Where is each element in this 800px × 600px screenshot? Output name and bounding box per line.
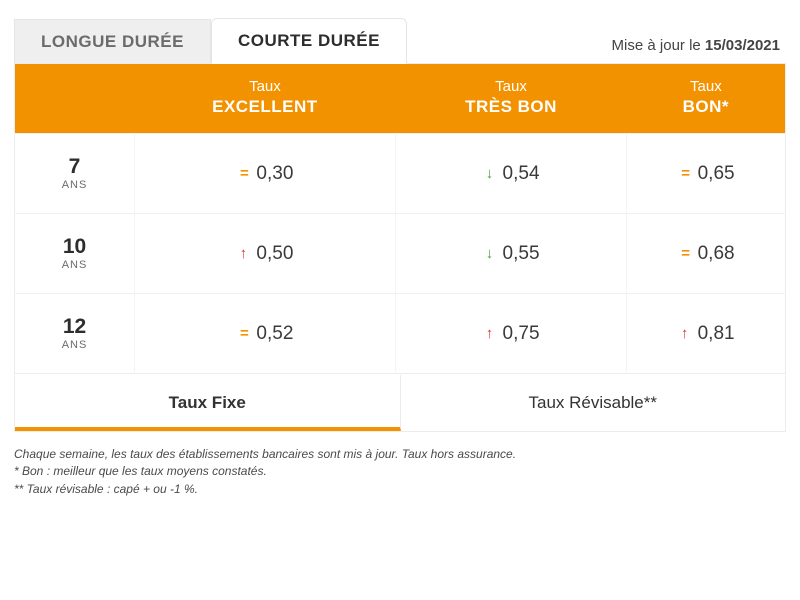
rate-value: 0,68 xyxy=(698,243,735,264)
table-header-row: Taux EXCELLENT Taux TRÈS BON Taux BON* xyxy=(15,64,786,134)
rate-value: 0,65 xyxy=(698,163,735,184)
rate-cell: = 0,68 xyxy=(627,214,786,294)
trend-up-icon: ↑ xyxy=(483,325,497,342)
rate-value: 0,50 xyxy=(256,243,293,264)
year-number: 10 xyxy=(23,236,126,257)
year-cell: 10 ANS xyxy=(15,214,135,294)
trend-eq-icon: = xyxy=(678,165,692,182)
footnote-line: Chaque semaine, les taux des établisseme… xyxy=(14,446,786,463)
rate-cell: ↑ 0,50 xyxy=(135,214,396,294)
trend-up-icon: ↑ xyxy=(236,245,250,262)
year-cell: 7 ANS xyxy=(15,134,135,214)
footnotes: Chaque semaine, les taux des établisseme… xyxy=(14,446,786,498)
year-number: 12 xyxy=(23,316,126,337)
footnote-line: * Bon : meilleur que les taux moyens con… xyxy=(14,463,786,480)
update-info: Mise à jour le 15/03/2021 xyxy=(612,37,786,64)
year-number: 7 xyxy=(23,156,126,177)
col-header-excellent: Taux EXCELLENT xyxy=(135,64,396,134)
col-header-tresbon: Taux TRÈS BON xyxy=(395,64,626,134)
trend-up-icon: ↑ xyxy=(678,325,692,342)
rate-value: 0,52 xyxy=(256,323,293,344)
rate-value: 0,54 xyxy=(503,163,540,184)
trend-down-icon: ↓ xyxy=(483,245,497,262)
update-prefix: Mise à jour le xyxy=(612,37,705,54)
year-cell: 12 ANS xyxy=(15,294,135,374)
rate-cell: ↑ 0,75 xyxy=(395,294,626,374)
rate-cell: = 0,52 xyxy=(135,294,396,374)
rate-cell: ↑ 0,81 xyxy=(627,294,786,374)
rate-cell: ↓ 0,54 xyxy=(395,134,626,214)
table-row: 10 ANS ↑ 0,50 ↓ 0,55 = 0,68 xyxy=(15,214,786,294)
table-body: 7ANS=0,30↓0,54=0,6510ANS↑0,50↓0,55=0,681… xyxy=(15,134,786,374)
rate-cell: = 0,65 xyxy=(627,134,786,214)
rate-value: 0,30 xyxy=(256,163,293,184)
year-unit: ANS xyxy=(23,259,126,271)
tab-courte-duree[interactable]: COURTE DURÉE xyxy=(211,18,407,64)
col-header-top: Taux xyxy=(143,78,388,95)
tab-taux-revisable[interactable]: Taux Révisable** xyxy=(401,375,786,431)
rate-value: 0,55 xyxy=(503,243,540,264)
rate-cell: ↓ 0,55 xyxy=(395,214,626,294)
trend-eq-icon: = xyxy=(236,325,250,342)
footnote-line: ** Taux révisable : capé + ou -1 %. xyxy=(14,481,786,498)
trend-eq-icon: = xyxy=(678,245,692,262)
col-header-bon: Taux BON* xyxy=(627,64,786,134)
rate-value: 0,75 xyxy=(503,323,540,344)
duration-tabs: LONGUE DURÉE COURTE DURÉE xyxy=(14,18,407,64)
col-header-top: Taux xyxy=(403,78,618,95)
update-date: 15/03/2021 xyxy=(705,37,780,54)
trend-eq-icon: = xyxy=(236,165,250,182)
table-row: 7 ANS = 0,30 ↓ 0,54 = 0,65 xyxy=(15,134,786,214)
header-spacer xyxy=(15,64,135,134)
table-row: 12 ANS = 0,52 ↑ 0,75 ↑ 0,81 xyxy=(15,294,786,374)
tab-taux-fixe[interactable]: Taux Fixe xyxy=(15,375,401,431)
col-header-label: EXCELLENT xyxy=(143,97,388,117)
tab-longue-duree[interactable]: LONGUE DURÉE xyxy=(14,19,211,64)
rate-type-tabs: Taux Fixe Taux Révisable** xyxy=(14,375,786,432)
rate-table: Taux EXCELLENT Taux TRÈS BON Taux BON* 7… xyxy=(14,63,786,374)
top-bar: LONGUE DURÉE COURTE DURÉE Mise à jour le… xyxy=(14,18,786,64)
year-unit: ANS xyxy=(23,179,126,191)
year-unit: ANS xyxy=(23,339,126,351)
col-header-label: BON* xyxy=(635,97,777,117)
col-header-top: Taux xyxy=(635,78,777,95)
rate-value: 0,81 xyxy=(698,323,735,344)
trend-down-icon: ↓ xyxy=(483,165,497,182)
rate-cell: = 0,30 xyxy=(135,134,396,214)
col-header-label: TRÈS BON xyxy=(403,97,618,117)
